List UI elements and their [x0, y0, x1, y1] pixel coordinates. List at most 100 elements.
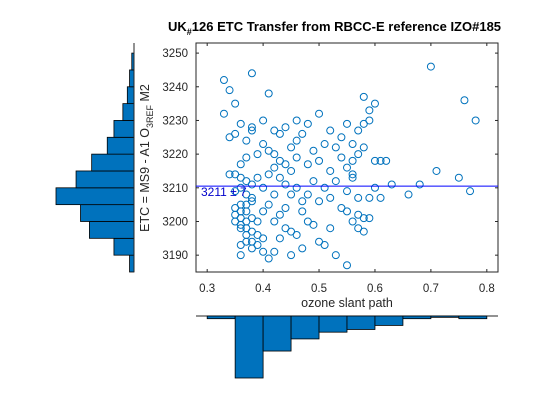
data-point — [303, 119, 312, 128]
data-point — [287, 166, 296, 175]
data-point — [298, 197, 307, 206]
data-point — [354, 193, 363, 202]
data-point — [253, 217, 262, 226]
data-point — [320, 241, 329, 250]
y-tick-label: 3230 — [162, 115, 188, 127]
data-point — [354, 210, 363, 219]
data-point — [242, 217, 251, 226]
data-point — [331, 177, 340, 186]
data-point — [320, 183, 329, 192]
data-point — [236, 224, 245, 233]
ylabel-subscript: 3REF — [145, 104, 155, 128]
data-point — [292, 230, 301, 239]
data-point — [270, 126, 279, 135]
y-tick-label: 3250 — [162, 48, 188, 60]
x-histogram — [206, 315, 488, 379]
data-point — [259, 116, 268, 125]
x-tick-label: 0.3 — [199, 283, 215, 295]
data-point — [466, 187, 475, 196]
data-point — [326, 166, 335, 175]
data-point — [287, 251, 296, 260]
y-tick-label: 3200 — [162, 216, 188, 228]
data-point — [247, 237, 256, 246]
x-hist-bar — [290, 315, 320, 340]
data-point — [309, 177, 318, 186]
y-tick-label: 3240 — [162, 82, 188, 94]
data-point — [370, 156, 379, 165]
data-point — [242, 230, 251, 239]
data-point — [259, 183, 268, 192]
data-point — [270, 190, 279, 199]
data-point — [359, 143, 368, 152]
data-point — [259, 234, 268, 243]
data-point — [370, 99, 379, 108]
data-point — [225, 86, 234, 95]
chart-title: UK#126 ETC Transfer from RBCC-E referenc… — [168, 19, 501, 37]
data-point — [337, 133, 346, 142]
x-axis-label: ozone slant path — [301, 296, 393, 310]
data-point — [219, 76, 228, 85]
data-point — [348, 173, 357, 182]
scatter-points — [219, 62, 480, 270]
data-point — [281, 180, 290, 189]
plot-area — [195, 42, 499, 273]
data-point — [259, 140, 268, 149]
data-point — [242, 153, 251, 162]
data-point — [247, 193, 256, 202]
y-hist-bar — [129, 69, 135, 88]
data-point — [281, 160, 290, 169]
x-hist-bar — [318, 315, 348, 333]
data-point — [259, 247, 268, 256]
data-point — [315, 156, 324, 165]
data-point — [264, 170, 273, 179]
data-point — [348, 140, 357, 149]
data-point — [343, 207, 351, 216]
data-point — [365, 214, 374, 223]
y-histogram — [55, 52, 135, 273]
data-point — [219, 109, 228, 118]
data-point — [231, 187, 240, 196]
data-point — [236, 251, 245, 260]
data-point — [281, 204, 290, 213]
title-main: UK — [168, 19, 187, 34]
y-hist-bar — [75, 170, 135, 189]
y-hist-bar — [113, 237, 135, 256]
data-point — [264, 89, 273, 98]
data-point — [247, 69, 256, 78]
data-point — [315, 197, 324, 206]
data-point — [320, 140, 329, 149]
y-hist-bar — [113, 120, 135, 138]
data-point — [426, 62, 435, 71]
data-point — [415, 180, 424, 189]
data-point — [365, 193, 374, 202]
y-hist-bar — [89, 221, 135, 239]
data-point — [348, 170, 357, 179]
data-point — [264, 200, 273, 209]
data-point — [471, 116, 480, 125]
y-axis-label: ETC = MS9 - A1 O3REF M2 — [138, 84, 155, 232]
data-point — [281, 123, 290, 132]
data-point — [270, 217, 279, 226]
data-point — [348, 217, 357, 226]
data-point — [259, 207, 268, 216]
data-point — [460, 96, 469, 105]
ylabel-rest: M2 — [138, 84, 152, 105]
data-point — [337, 153, 346, 162]
y-tick-label: 3190 — [162, 250, 188, 262]
x-hist-bar — [402, 315, 432, 320]
data-point — [298, 244, 307, 253]
x-hist-bar — [458, 315, 488, 320]
data-point — [343, 261, 351, 270]
data-point — [326, 126, 335, 135]
data-point — [404, 190, 413, 199]
data-point — [231, 99, 240, 108]
data-point — [253, 150, 262, 159]
data-point — [365, 106, 374, 115]
data-point — [315, 109, 324, 118]
y-tick-label: 3220 — [162, 149, 188, 161]
data-point — [303, 190, 312, 199]
data-point — [343, 119, 351, 128]
data-point — [275, 234, 284, 243]
data-point — [270, 163, 279, 172]
data-point — [270, 247, 279, 256]
